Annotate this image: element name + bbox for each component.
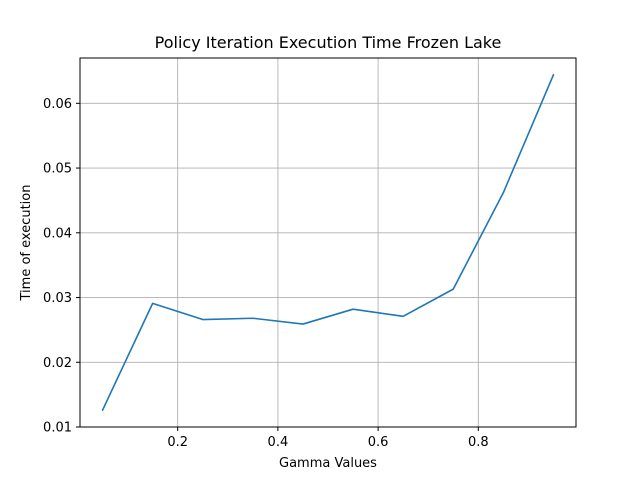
y-tick-label: 0.05: [43, 162, 72, 177]
plot-frame: [79, 57, 577, 428]
y-tick-label: 0.03: [43, 291, 72, 306]
series-layer: [101, 74, 555, 411]
x-tick-label: 0.2: [167, 435, 188, 450]
y-tick-label: 0.01: [43, 421, 72, 436]
y-axis-label: Time of execution: [19, 185, 34, 302]
y-tick-label: 0.04: [43, 226, 72, 241]
x-axis-label: Gamma Values: [279, 456, 377, 471]
x-tick-label: 0.8: [468, 435, 489, 450]
x-tick-label: 0.4: [268, 435, 289, 450]
chart-title: Policy Iteration Execution Time Frozen L…: [155, 33, 502, 52]
y-tick-label: 0.06: [43, 97, 72, 112]
x-tick-label: 0.6: [368, 435, 389, 450]
series-line: [101, 74, 555, 411]
y-tick-label: 0.02: [43, 356, 72, 371]
ticks: 0.2 0.4 0.6 0.8 0.01 0.02 0.03 0.04 0.05 0.06: [43, 97, 489, 450]
